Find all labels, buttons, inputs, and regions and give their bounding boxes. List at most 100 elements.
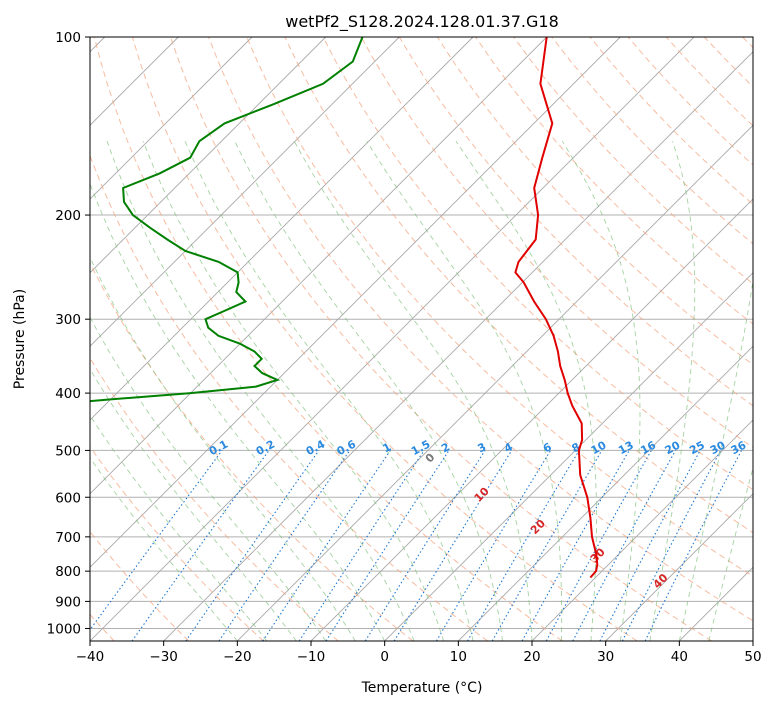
isotherm-line bbox=[678, 566, 753, 641]
x-tick-label: −40 bbox=[76, 649, 105, 665]
mixing-ratio-line bbox=[435, 450, 552, 641]
mixing-ratio-label: 20 bbox=[663, 438, 683, 457]
mixing-ratio-line bbox=[218, 450, 351, 641]
x-tick-label: 10 bbox=[450, 649, 467, 665]
moist-adiabat bbox=[708, 466, 753, 641]
isotherm-line bbox=[531, 419, 753, 641]
dry-adiabat bbox=[703, 37, 753, 88]
mixing-ratio-line bbox=[545, 450, 652, 641]
moist-adiabat bbox=[678, 278, 753, 641]
mixing-ratio-line bbox=[90, 450, 223, 631]
mixing-ratio-label: 30 bbox=[708, 438, 728, 457]
isotherm-line bbox=[90, 37, 400, 347]
dry-adiabat bbox=[436, 37, 753, 366]
mixing-ratio-line bbox=[644, 450, 742, 641]
mixing-ratio-label: 3 bbox=[475, 440, 488, 455]
moist-adiabat bbox=[106, 141, 415, 641]
isotherm-line bbox=[90, 37, 253, 200]
mixing-ratio-label: 0.4 bbox=[304, 437, 328, 458]
mixing-ratio-label: 25 bbox=[687, 439, 707, 458]
mixing-ratio-line bbox=[298, 450, 425, 641]
mixing-ratio-label: 10 bbox=[589, 438, 609, 457]
mixing-ratio-label: 0.2 bbox=[254, 438, 277, 459]
isotherm-line bbox=[752, 640, 753, 641]
isotherm-line bbox=[384, 272, 753, 641]
mixing-ratio-label: 16 bbox=[638, 438, 658, 457]
chart-title: wetPf2_S128.2024.128.01.37.G18 bbox=[285, 12, 559, 32]
y-tick-label: 500 bbox=[55, 443, 81, 459]
isotherm-line bbox=[457, 345, 753, 641]
x-tick-label: −10 bbox=[297, 649, 326, 665]
moist-adiabat bbox=[90, 316, 327, 641]
isotherm-line bbox=[90, 37, 327, 274]
moist-adiabat bbox=[90, 182, 386, 641]
dry-adiabat-label: -20 bbox=[0, 277, 12, 301]
mixing-ratio-line bbox=[467, 450, 580, 641]
x-axis-label: Temperature (°C) bbox=[361, 680, 483, 696]
mixing-ratio-line bbox=[521, 450, 630, 641]
x-tick-label: 40 bbox=[671, 649, 688, 665]
axes-layer: −40 −30 −20 −10 0 10 20 30 40 5010020030040050060… bbox=[47, 30, 762, 665]
mixing-ratio-label: 0.1 bbox=[207, 438, 230, 459]
dry-adiabat bbox=[93, 37, 563, 641]
isotherm-line bbox=[90, 37, 474, 421]
moist-adiabat bbox=[561, 140, 641, 641]
dewpoint-line bbox=[90, 37, 364, 403]
dry-adiabat bbox=[90, 154, 488, 641]
temperature-line bbox=[514, 37, 599, 579]
x-tick-label: −20 bbox=[223, 649, 252, 665]
moist-adiabat bbox=[649, 141, 696, 641]
isotherm-line bbox=[163, 51, 753, 641]
isotherm-line bbox=[310, 198, 753, 641]
moist-adiabat bbox=[184, 141, 474, 641]
y-tick-label: 300 bbox=[55, 312, 81, 328]
dry-adiabat bbox=[131, 37, 638, 641]
dry-adiabat bbox=[90, 261, 414, 641]
y-tick-label: 400 bbox=[55, 386, 81, 402]
moist-adiabat-label: 10 bbox=[472, 485, 492, 505]
mixing-ratio-label: 36 bbox=[729, 438, 749, 457]
y-tick-label: 1000 bbox=[47, 621, 81, 637]
moist-adiabat bbox=[455, 140, 597, 641]
mixing-ratio-label: 6 bbox=[541, 440, 554, 455]
y-tick-label: 600 bbox=[55, 490, 81, 506]
moist-adiabat bbox=[90, 256, 356, 641]
axes-frame bbox=[89, 36, 754, 642]
mixing-ratio-line bbox=[185, 450, 320, 641]
y-tick-label: 800 bbox=[55, 564, 81, 580]
moist-adiabat-label: 20 bbox=[528, 517, 548, 537]
x-tick-label: 30 bbox=[597, 649, 614, 665]
dry-adiabat bbox=[513, 37, 753, 285]
moist-adiabat-label: 40 bbox=[651, 571, 671, 591]
dry-adiabat bbox=[208, 37, 753, 622]
mixing-ratio-line bbox=[325, 450, 450, 641]
y-tick-label: 100 bbox=[55, 30, 81, 46]
mixing-ratio-label: 0.6 bbox=[335, 437, 359, 458]
y-tick-label: 200 bbox=[55, 208, 81, 224]
moist-adiabat bbox=[234, 140, 503, 641]
mixing-ratio-line bbox=[364, 450, 486, 641]
isotherm-line bbox=[90, 37, 621, 568]
y-tick-label: 700 bbox=[55, 530, 81, 546]
x-tick-label: 0 bbox=[380, 649, 389, 665]
moist-adiabat bbox=[293, 140, 533, 641]
mixing-ratio-line bbox=[621, 450, 722, 641]
x-tick-label: −30 bbox=[149, 649, 178, 665]
y-axis-label: Pressure (hPa) bbox=[12, 289, 28, 389]
dry-adiabat bbox=[284, 37, 753, 534]
dry-adiabat bbox=[665, 37, 753, 127]
dry-adiabat bbox=[589, 37, 753, 205]
isotherm-line bbox=[90, 37, 548, 495]
mixing-ratio-label: 13 bbox=[616, 439, 636, 458]
dry-adiabat bbox=[551, 37, 753, 245]
dry-adiabat bbox=[90, 357, 339, 641]
plot-area: 0.10.20.40.611.52346810131620253036-100-… bbox=[0, 37, 753, 641]
mixing-ratio-line bbox=[572, 450, 676, 641]
mixing-ratio-line bbox=[393, 450, 513, 641]
y-tick-label: 900 bbox=[55, 594, 81, 610]
dry-adiabat bbox=[475, 37, 753, 325]
isotherm-line bbox=[605, 493, 753, 641]
dry-adiabat bbox=[170, 37, 712, 641]
x-tick-label: 50 bbox=[744, 649, 761, 665]
